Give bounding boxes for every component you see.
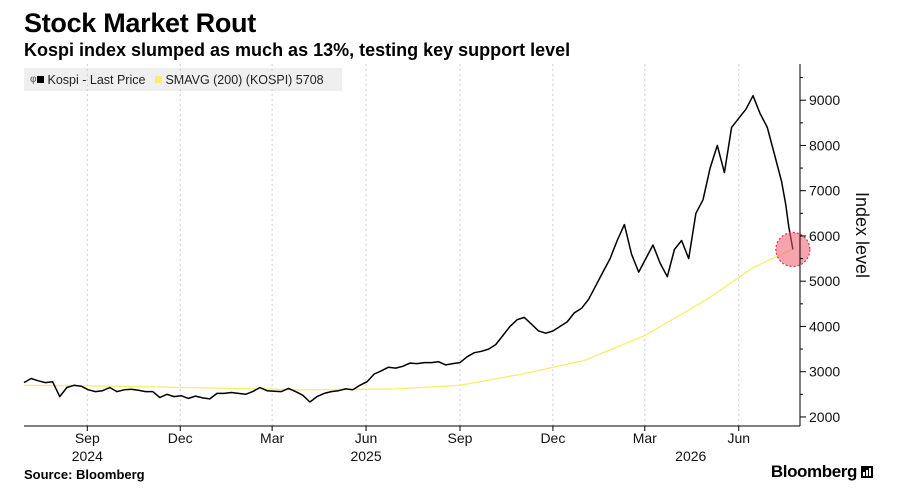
- x-tick-label: Dec: [540, 430, 565, 446]
- legend-item-kospi: φ Kospi - Last Price: [30, 73, 145, 87]
- series-line-kospi: [23, 94, 794, 403]
- x-year-label: 2024: [72, 448, 103, 464]
- legend: φ Kospi - Last Price SMAVG (200) (KOSPI)…: [24, 68, 342, 91]
- x-year-label: 2025: [350, 448, 381, 464]
- x-year-label: 2026: [675, 448, 706, 464]
- x-tick-label: Mar: [260, 430, 284, 446]
- x-tick-label: Dec: [168, 430, 193, 446]
- legend-swatch-smavg: [155, 76, 163, 83]
- x-tick-label: Jun: [727, 430, 750, 446]
- x-tick-label: Jun: [355, 430, 378, 446]
- bloomberg-logo: Bloomberg: [771, 462, 873, 482]
- legend-label-smavg: SMAVG (200) (KOSPI) 5708: [165, 72, 324, 87]
- highlight-circle: [775, 231, 811, 268]
- chart-title: Stock Market Rout: [24, 8, 256, 38]
- y-tick-label: 3000: [809, 364, 840, 380]
- series-line-smavg: [23, 248, 794, 391]
- legend-swatch-kospi: [37, 76, 45, 83]
- y-tick-label: 9000: [809, 92, 840, 108]
- legend-item-smavg: SMAVG (200) (KOSPI) 5708: [155, 72, 324, 87]
- legend-label-kospi: Kospi - Last Price: [47, 72, 146, 87]
- bloomberg-bars-icon: [861, 466, 873, 478]
- source-note: Source: Bloomberg: [24, 467, 145, 482]
- x-tick-label: Sep: [75, 430, 100, 446]
- brand-name: Bloomberg: [770, 462, 858, 481]
- y-tick-label: 8000: [809, 137, 840, 153]
- y-tick-label: 7000: [809, 183, 840, 199]
- series-group: [23, 94, 794, 403]
- legend-series-icon: φ: [30, 74, 37, 85]
- y-axis-label: Index level: [852, 192, 872, 278]
- chart-subtitle: Kospi index slumped as much as 13%, test…: [24, 40, 571, 60]
- x-tick-label: Sep: [448, 430, 473, 446]
- y-tick-label: 4000: [809, 318, 840, 334]
- y-tick-label: 6000: [809, 228, 840, 244]
- highlight-group: [775, 231, 811, 268]
- grid-lines: [86, 64, 740, 426]
- y-tick-label: 5000: [809, 273, 840, 289]
- axes-group: Sep Dec Mar Jun Sep Dec Mar Jun 2024 2025 2026 2000…: [24, 64, 872, 464]
- x-tick-label: Mar: [633, 430, 657, 446]
- y-tick-label: 2000: [809, 409, 840, 425]
